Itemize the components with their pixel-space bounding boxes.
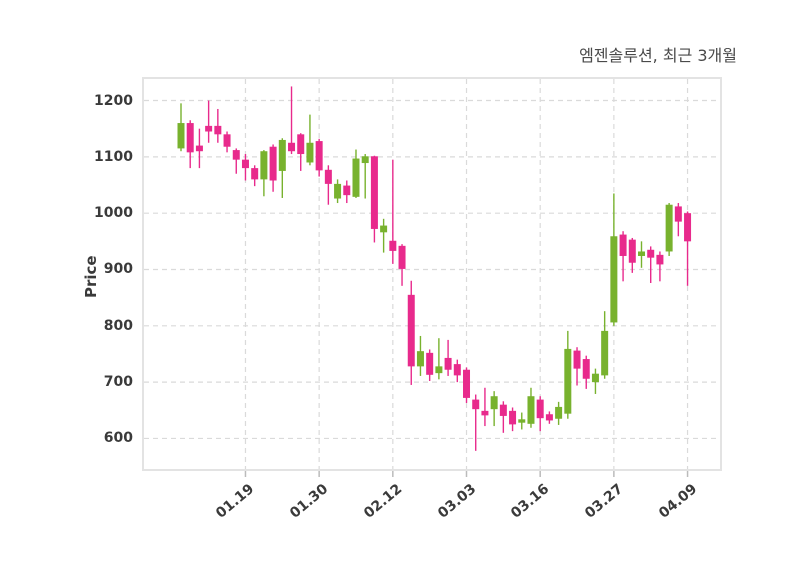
y-tick-label: 800 (103, 317, 133, 334)
candle-body-down (684, 213, 692, 242)
candle-body-down (472, 399, 480, 410)
candle-body-down (251, 168, 259, 180)
candle-body-down (398, 245, 406, 269)
candle-body-up (380, 225, 388, 233)
candle-body-up (278, 139, 286, 171)
candle-body-down (647, 249, 655, 258)
candle-body-up (610, 236, 618, 323)
candle-body-down (214, 125, 222, 135)
y-tick-label: 900 (103, 261, 133, 278)
candle-body-up (601, 330, 609, 376)
candle-body-down (232, 150, 240, 160)
candle-body-up (638, 251, 645, 256)
candle-body-down (269, 146, 277, 181)
candle-body-down (444, 357, 452, 370)
candle-body-up (435, 366, 443, 374)
candle-body-down (370, 156, 378, 229)
candle-body-down (297, 134, 305, 155)
candle-body-down (407, 294, 415, 367)
candle-body-down (453, 364, 461, 376)
candle-body-down (288, 142, 296, 152)
candle-body-down (343, 185, 351, 196)
candle-body-down (499, 404, 507, 416)
candle-body-down (573, 350, 581, 369)
candle-body-down (426, 352, 434, 375)
candle-body-up (665, 204, 673, 252)
candle-body-down (205, 125, 213, 132)
candle-body-down (481, 410, 489, 416)
chart-title: 엠젠솔루션, 최근 3개월 (579, 46, 737, 65)
candle-body-up (591, 373, 599, 383)
candle-body-up (555, 406, 563, 419)
candle-body-down (619, 234, 627, 256)
candle-body-up (490, 396, 498, 410)
candle-body-up (416, 351, 424, 367)
candle-body-down (186, 123, 194, 153)
candle-body-down (509, 410, 517, 425)
candle-body-down (324, 169, 332, 184)
y-tick-label: 700 (103, 374, 133, 391)
candle-body-up (306, 142, 314, 163)
y-tick-label: 1100 (94, 148, 133, 165)
candle-body-up (260, 151, 268, 180)
candle-body-up (352, 158, 360, 197)
candle-body-down (241, 159, 249, 169)
candle-body-up (518, 419, 526, 423)
plot-frame (142, 77, 722, 471)
candle-body-down (628, 239, 636, 263)
candle-body-down (315, 141, 323, 171)
y-tick-label: 1200 (94, 92, 133, 109)
candle-body-down (582, 359, 590, 379)
candle-body-down (195, 145, 203, 152)
candle-body-down (674, 206, 682, 222)
candle-body-up (361, 156, 369, 164)
y-tick-label: 600 (103, 430, 133, 447)
candle-body-up (334, 183, 342, 199)
candle-body-down (223, 134, 231, 147)
candle-body-up (177, 123, 185, 149)
candle-body-down (656, 254, 664, 265)
candle-body-up (527, 396, 535, 424)
candle-body-down (389, 240, 397, 251)
y-tick-label: 1000 (94, 205, 133, 222)
candle-body-up (564, 348, 572, 414)
candle-body-down (463, 369, 471, 398)
candle-body-down (545, 414, 553, 421)
candle-body-down (536, 399, 544, 419)
